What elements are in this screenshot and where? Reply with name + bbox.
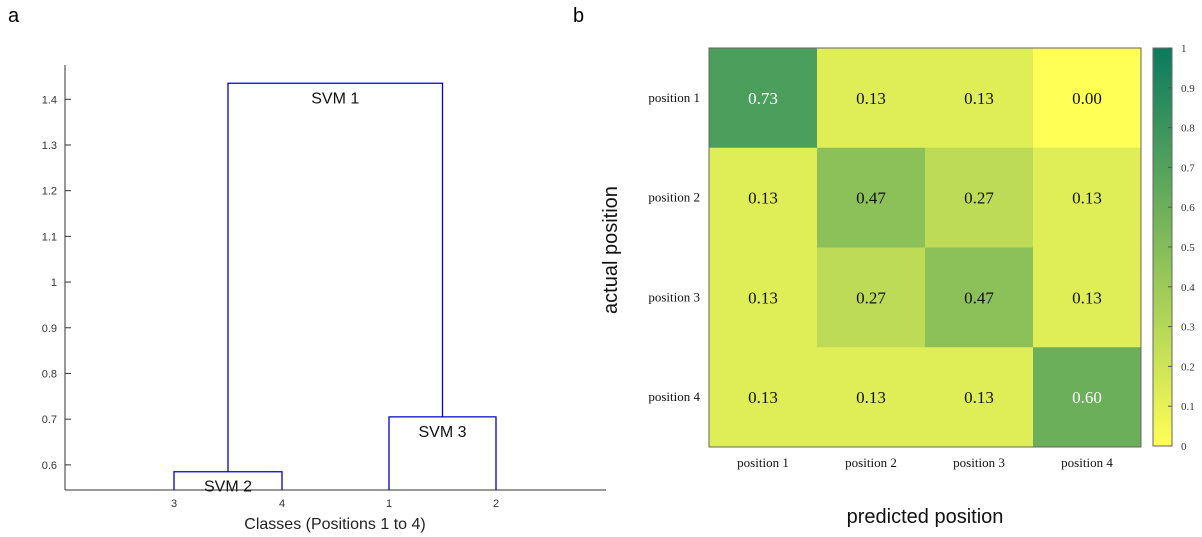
heatmap-cell-label: 0.13 [856, 388, 886, 407]
heatmap-cell-label: 0.13 [1072, 189, 1102, 208]
heatmap-cell [817, 48, 926, 149]
heatmap-cell [1033, 147, 1142, 248]
heatmap-x-tick-label: position 1 [737, 455, 789, 470]
panel-b: b 0.73 0.13 0.13 0.000.13 0.47 0.27 0.130.13 0.… [573, 5, 1195, 528]
heatmap-y-tick-label: position 3 [648, 289, 700, 304]
dendrogram-link [227, 82, 444, 472]
y-tick-label: 1.3 [42, 140, 57, 152]
heatmap-x-tick-labels: position 1 position 2 position 3 position 4 [737, 455, 1113, 470]
colorbar-tick-label: 0.7 [1181, 162, 1195, 174]
heatmap-cell-label: 0.13 [748, 288, 778, 307]
merge-label: SVM 3 [418, 424, 466, 441]
y-ticks: 0.6 0.7 0.8 0.9 1 1.1 1.2 1.3 1.4 [42, 94, 71, 472]
colorbar-tick-label: 0 [1181, 441, 1187, 453]
x-tick-label: 2 [493, 498, 499, 510]
y-tick-label: 1.2 [42, 186, 57, 198]
heatmap-cell-label: 0.60 [1072, 388, 1102, 407]
y-tick-label: 0.7 [42, 414, 57, 426]
heatmap-cell [817, 247, 926, 348]
x-tick-label: 3 [171, 498, 177, 510]
heatmap-cell [817, 347, 926, 448]
y-tick-label: 0.8 [42, 368, 57, 380]
dendrogram-links [173, 82, 497, 490]
x-tick-label: 1 [386, 498, 392, 510]
heatmap-cell-labels: 0.73 0.13 0.13 0.00 0.13 0.47 0.27 0.13 0.13 0.27… [748, 89, 1102, 407]
heatmap-cell [709, 48, 818, 149]
heatmap-cell-label: 0.27 [964, 189, 994, 208]
y-tick-label: 1.1 [42, 231, 57, 243]
merge-label: SVM 1 [311, 90, 359, 107]
colorbar-tick-label: 0.1 [1181, 401, 1195, 413]
heatmap-y-tick-label: position 2 [648, 190, 700, 205]
heatmap-x-tick-label: position 3 [953, 455, 1005, 470]
colorbar-tick-label: 0.6 [1181, 202, 1195, 214]
heatmap-cell [709, 147, 818, 248]
colorbar-tick-label: 0.5 [1181, 242, 1195, 254]
colorbar-tick-label: 1 [1181, 43, 1187, 55]
y-tick-label: 1.4 [42, 94, 57, 106]
colorbar-tick-label: 0.3 [1181, 322, 1195, 334]
dendrogram-axes: 0.6 0.7 0.8 0.9 1 1.1 1.2 1.3 1.4 3 4 1 2 [42, 65, 606, 510]
heatmap-cell-label: 0.47 [964, 288, 994, 307]
merge-labels: SVM 2 SVM 3 SVM 1 [204, 90, 467, 495]
heatmap-cell-label: 0.00 [1072, 89, 1102, 108]
heatmap-cell-label: 0.13 [1072, 288, 1102, 307]
colorbar-tick-label: 0.4 [1181, 282, 1195, 294]
heatmap-cell [925, 347, 1034, 448]
colorbar-tick-label: 0.8 [1181, 123, 1195, 135]
heatmap-y-axis-title: actual position [600, 186, 622, 314]
colorbar-tick-label: 0.9 [1181, 83, 1195, 95]
heatmap-x-tick-label: position 2 [845, 455, 897, 470]
colorbar-tick-label: 0.2 [1181, 361, 1195, 373]
heatmap-cell [925, 247, 1034, 348]
heatmap-y-tick-label: position 1 [648, 90, 700, 105]
heatmap-cell-label: 0.13 [856, 89, 886, 108]
heatmap-cell-label: 0.13 [748, 189, 778, 208]
heatmap-cell-label: 0.47 [856, 189, 886, 208]
heatmap-cell [1033, 347, 1142, 448]
panel-label-a: a [8, 5, 20, 27]
heatmap-x-axis-title: predicted position [847, 506, 1004, 528]
heatmap-cell [925, 147, 1034, 248]
heatmap-cell-label: 0.27 [856, 288, 886, 307]
heatmap-cell-label: 0.13 [964, 388, 994, 407]
y-tick-label: 0.6 [42, 460, 57, 472]
heatmap-x-tick-label: position 4 [1061, 455, 1113, 470]
panel-label-b: b [573, 5, 584, 27]
heatmap-cell [817, 147, 926, 248]
heatmap-cell [1033, 247, 1142, 348]
heatmap-cell [1033, 48, 1142, 149]
merge-label: SVM 2 [204, 479, 252, 496]
heatmap-cell [925, 48, 1034, 149]
heatmap-y-tick-label: position 4 [648, 389, 700, 404]
colorbar-ticks: 0 0.1 0.2 0.3 0.4 0.5 0.6 0.7 0.8 0.9 1 [1168, 43, 1195, 453]
heatmap-cell-label: 0.13 [964, 89, 994, 108]
y-tick-label: 0.9 [42, 323, 57, 335]
heatmap-y-tick-labels: position 1 position 2 position 3 position 4 [648, 90, 700, 404]
heatmap-cells [709, 48, 1142, 448]
heatmap-cell-label: 0.73 [748, 89, 778, 108]
x-tick-label: 4 [279, 498, 285, 510]
heatmap-cell [709, 247, 818, 348]
dendrogram-x-label: Classes (Positions 1 to 4) [244, 516, 425, 533]
heatmap-cell-label: 0.13 [748, 388, 778, 407]
heatmap-cell [709, 347, 818, 448]
y-tick-label: 1 [51, 277, 57, 289]
heatmap-frame [708, 47, 1142, 448]
